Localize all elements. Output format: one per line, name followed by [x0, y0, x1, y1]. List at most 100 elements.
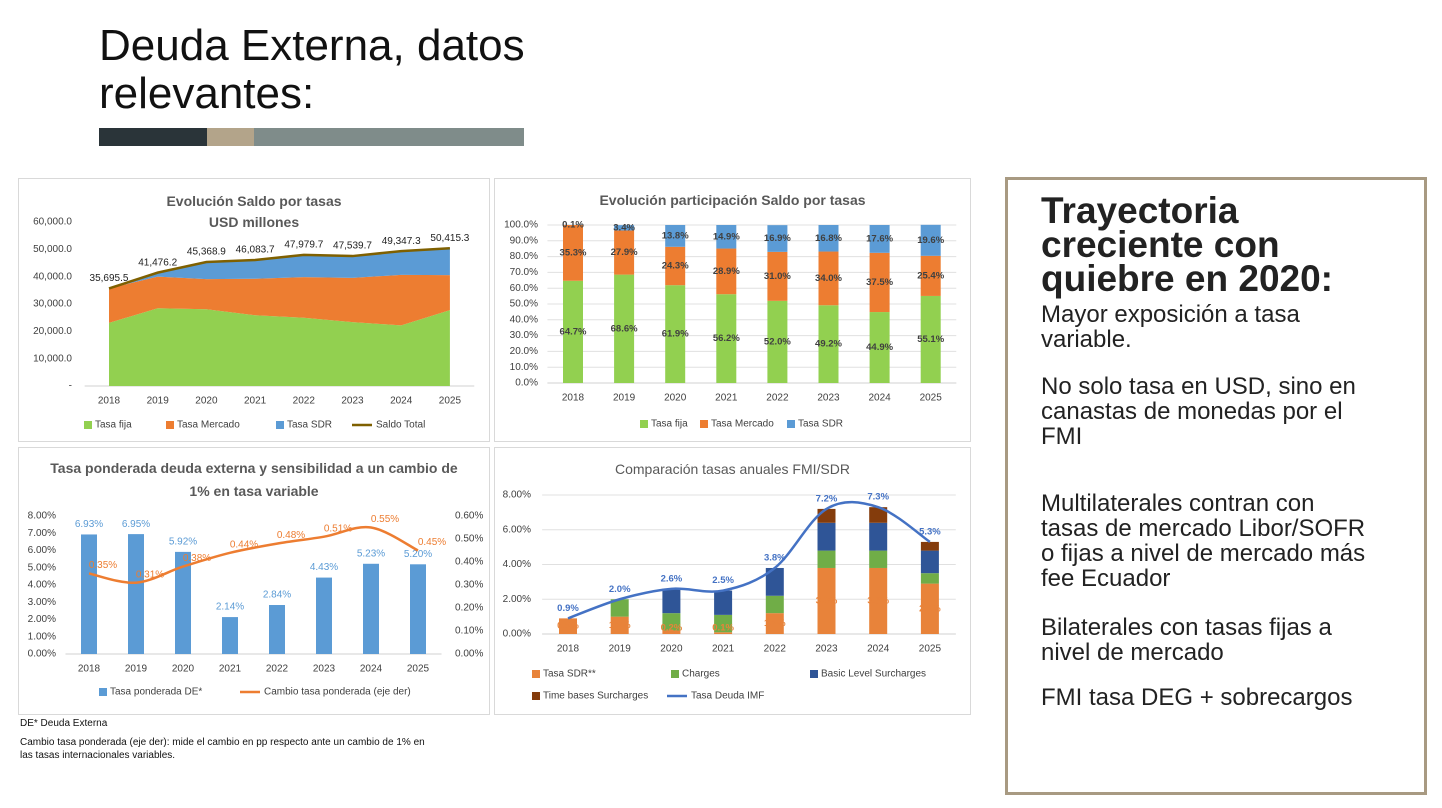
data-label: 34.0%: [815, 273, 842, 284]
data-label: 7.3%: [867, 492, 889, 503]
bar: [920, 255, 941, 296]
data-label: 1.0%: [609, 620, 631, 631]
legend-label: Time bases Surcharges: [543, 691, 648, 702]
data-label: 0.9%: [557, 603, 579, 614]
legend-label: Basic Level Surcharges: [821, 669, 926, 680]
bar: [128, 534, 144, 654]
bar: [818, 251, 839, 306]
data-label: 44.9%: [866, 342, 893, 353]
legend-label: Tasa Mercado: [711, 419, 774, 430]
bar: [665, 225, 686, 247]
bar: [767, 251, 788, 301]
data-label: 6.93%: [75, 519, 103, 530]
panel-heading: Trayectoria creciente con quiebre en 202…: [1041, 190, 1334, 299]
data-label: 2.6%: [661, 573, 683, 584]
legend-label: Tasa SDR**: [543, 669, 596, 680]
data-label: 0.55%: [371, 514, 399, 525]
y-tick-label: 0.30%: [455, 580, 483, 591]
y-tick-label: 8.00%: [503, 490, 531, 501]
accent-bar: [254, 128, 524, 146]
data-label: 0.1%: [712, 623, 734, 634]
data-label: 13.8%: [662, 230, 689, 241]
bar: [817, 567, 836, 634]
x-tick-label: 2019: [147, 396, 170, 407]
data-label: 0.31%: [136, 569, 164, 580]
area: [109, 274, 450, 326]
bar: [714, 632, 733, 634]
x-tick-label: 2018: [78, 664, 101, 675]
x-tick-label: 2020: [195, 396, 218, 407]
x-tick-label: 2023: [313, 664, 336, 675]
panel-item: Multilaterales contran con tasas de merc…: [1041, 490, 1366, 592]
x-tick-label: 2025: [439, 396, 462, 407]
bar: [920, 541, 939, 551]
y-tick-label: 4.00%: [503, 559, 531, 570]
data-label: 1.2%: [764, 618, 786, 629]
bar: [817, 550, 836, 568]
y-tick-label: 6.00%: [503, 524, 531, 535]
bar: [869, 225, 890, 253]
x-tick-label: 2020: [172, 664, 195, 675]
legend-label: Tasa SDR: [287, 420, 332, 431]
y-tick-label: 50.0%: [510, 299, 538, 310]
bar: [920, 573, 939, 584]
legend-label: Saldo Total: [376, 420, 425, 431]
data-label: 52.0%: [764, 336, 791, 347]
bar: [610, 599, 629, 617]
y-tick-label: 0.10%: [455, 626, 483, 637]
data-label: 68.6%: [611, 323, 638, 334]
data-label: 2.9%: [919, 603, 941, 614]
legend-label: Tasa ponderada DE*: [110, 687, 202, 698]
bar: [714, 590, 733, 615]
x-tick-label: 2021: [715, 393, 738, 404]
y-tick-label: 0.40%: [455, 557, 483, 568]
y-tick-label: 30,000.0: [33, 299, 72, 310]
data-label: 56.2%: [713, 333, 740, 344]
data-label: 3.8%: [867, 596, 889, 607]
x-tick-label: 2020: [660, 644, 683, 655]
legend-label: Cambio tasa ponderada (eje der): [264, 687, 411, 698]
bar: [665, 246, 686, 286]
data-label: 0.35%: [89, 560, 117, 571]
y-tick-label: 0.20%: [455, 603, 483, 614]
bar: [920, 583, 939, 634]
bar: [767, 225, 788, 252]
bar: [81, 534, 97, 654]
bar: [716, 248, 737, 295]
accent-bar: [99, 128, 207, 146]
legend-swatch: [532, 670, 540, 678]
y-tick-label: 0.50%: [455, 534, 483, 545]
legend-swatch: [700, 420, 708, 428]
bar: [920, 550, 939, 574]
data-label: 5.23%: [357, 548, 385, 559]
data-label: 5.92%: [169, 537, 197, 548]
data-label: 2.0%: [609, 584, 631, 595]
data-label: 24.3%: [662, 261, 689, 272]
data-label: 35.3%: [560, 247, 587, 258]
data-label: 55.1%: [917, 334, 944, 345]
data-label: 50,415.3: [430, 233, 469, 244]
bar: [316, 577, 332, 654]
x-tick-label: 2022: [293, 396, 316, 407]
chart-frame: [494, 447, 971, 715]
data-label: 3.8%: [816, 596, 838, 607]
bar: [563, 280, 583, 383]
bar: [559, 618, 577, 634]
bar: [410, 564, 426, 654]
bar: [818, 225, 839, 252]
bar: [363, 563, 379, 654]
y-tick-label: 50,000.0: [33, 244, 72, 255]
data-label: 35,695.5: [90, 273, 129, 284]
bar: [765, 567, 784, 596]
legend-label: Tasa SDR: [798, 419, 843, 430]
data-label: 27.9%: [611, 247, 638, 258]
y-tick-label: -: [69, 381, 72, 392]
y-tick-label: 10.0%: [510, 362, 538, 373]
legend-swatch: [787, 420, 795, 428]
data-label: 25.4%: [917, 270, 944, 281]
x-tick-label: 2025: [920, 393, 943, 404]
data-label: 37.5%: [866, 277, 893, 288]
y-tick-label: 8.00%: [28, 511, 56, 522]
data-label: 2.5%: [712, 575, 734, 586]
